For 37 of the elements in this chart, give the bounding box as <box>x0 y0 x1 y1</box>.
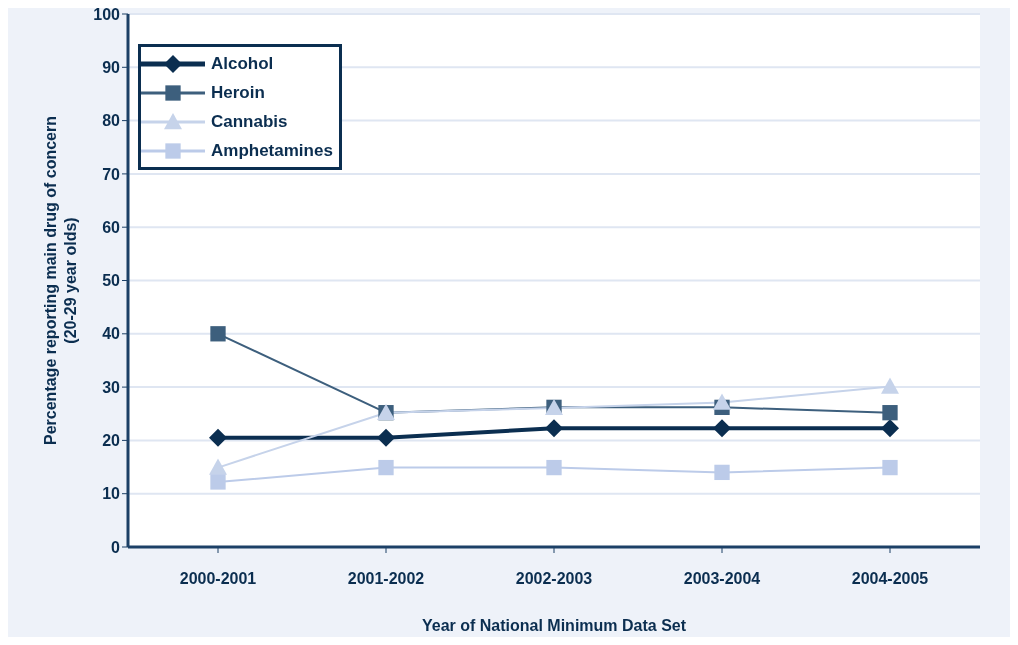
y-tick-label: 60 <box>102 218 121 236</box>
y-tick-label: 70 <box>102 165 121 183</box>
point <box>713 419 731 438</box>
x-tick-label: 2002-2003 <box>515 570 593 588</box>
point <box>210 326 226 342</box>
x-tick-label: 2000-2001 <box>179 570 257 588</box>
point <box>714 464 730 481</box>
y-tick-label: 30 <box>102 378 121 396</box>
x-tick-label: 2001-2002 <box>347 570 425 588</box>
y-tick-label: 20 <box>102 432 121 450</box>
point <box>713 393 731 410</box>
point <box>545 419 563 438</box>
y-tick-label: 10 <box>102 485 121 503</box>
point <box>881 377 899 394</box>
legend-label: Alcohol <box>211 53 274 74</box>
point <box>377 428 395 447</box>
point <box>209 428 227 447</box>
point <box>882 459 898 476</box>
point <box>210 474 226 490</box>
y-tick-label: 0 <box>111 538 121 556</box>
y-tick-label: 40 <box>102 325 121 343</box>
y-tick-label: 50 <box>102 272 121 290</box>
x-tick-label: 2004-2005 <box>851 570 929 588</box>
point <box>378 459 394 476</box>
legend-label: Heroin <box>211 82 265 103</box>
point <box>882 405 898 421</box>
x-axis-title: Year of National Minimum Data Set <box>421 617 687 634</box>
y-tick-label: 80 <box>102 112 121 130</box>
point <box>546 459 562 476</box>
legend-label: Cannabis <box>211 111 288 132</box>
y-axis-title: Percentage reporting main drug of concern (20-29 year olds) <box>42 116 79 445</box>
y-tick-label: 90 <box>102 58 121 76</box>
y-tick-label: 100 <box>93 5 121 23</box>
point <box>209 458 227 475</box>
legend-label: Amphetamines <box>211 140 333 161</box>
x-tick-label: 2003-2004 <box>683 570 761 588</box>
point <box>881 419 899 438</box>
